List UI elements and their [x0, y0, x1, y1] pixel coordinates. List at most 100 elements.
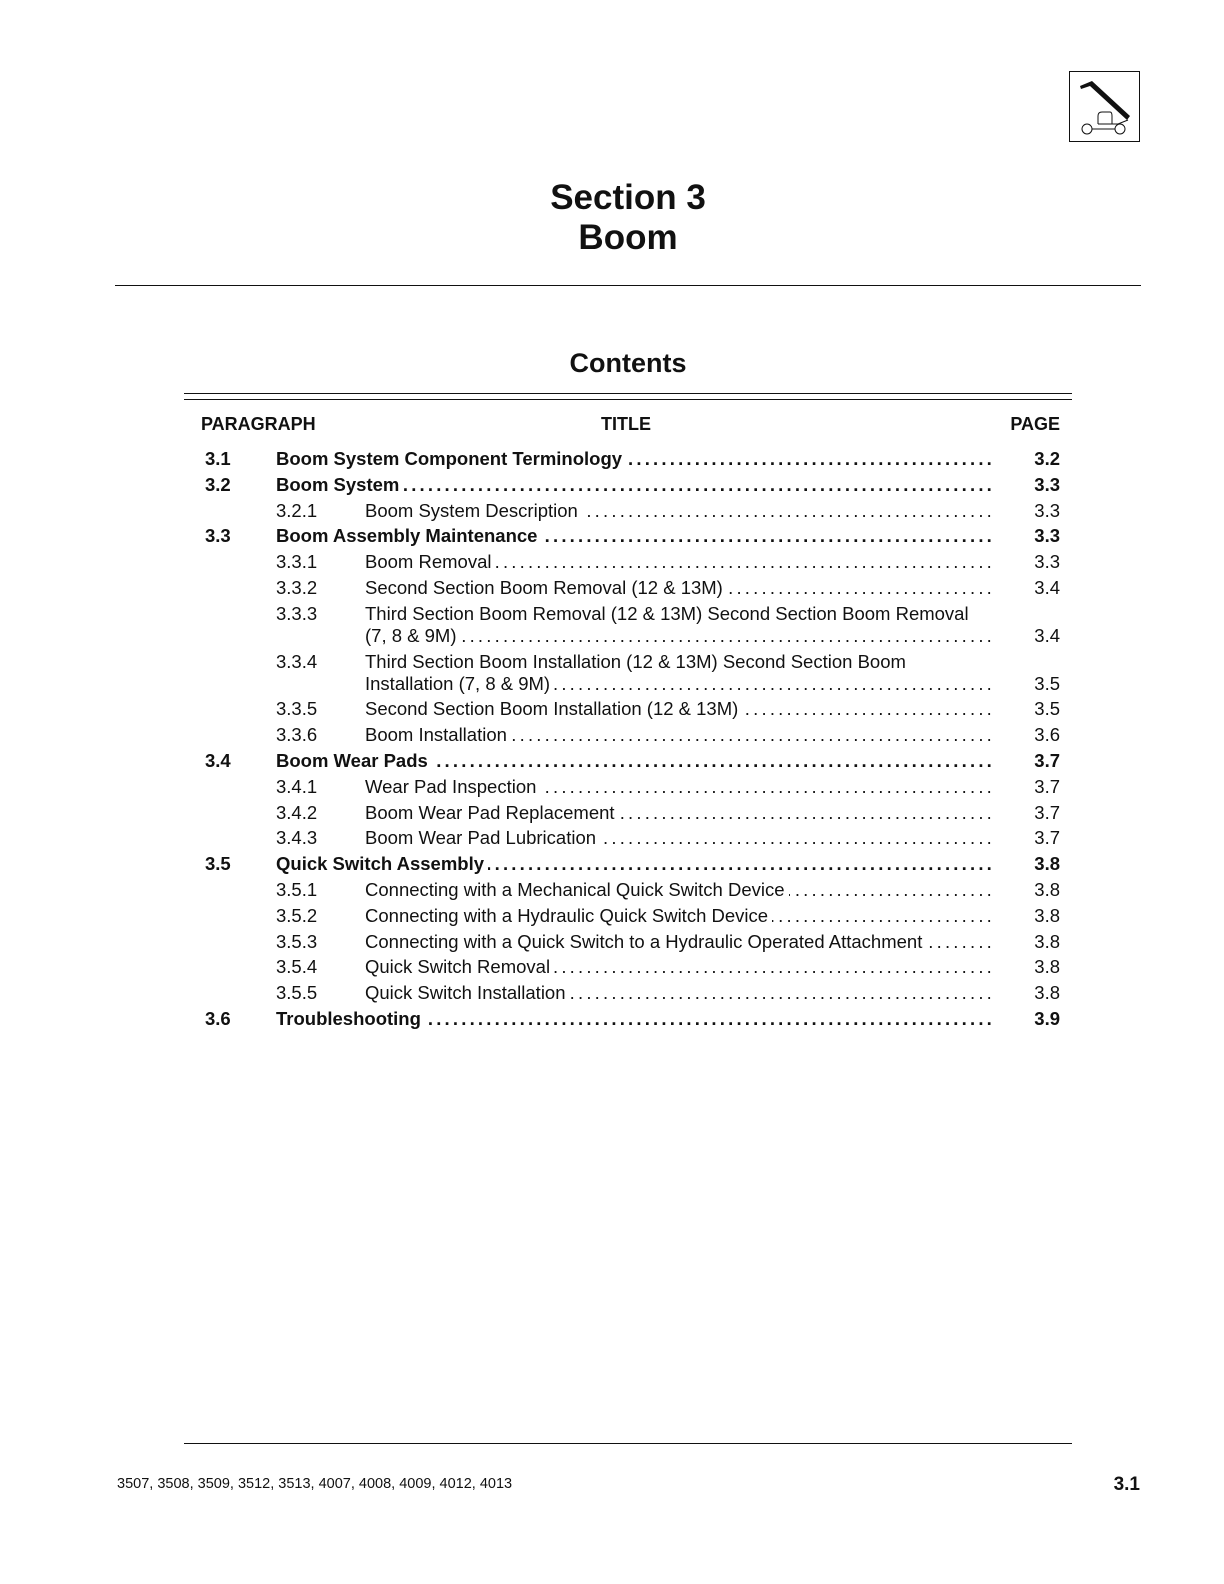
toc-entry[interactable]: 3.6 Troubleshooting......................…: [0, 1008, 1224, 1030]
toc-page-number[interactable]: 3.9: [1034, 1007, 1060, 1029]
divider: [184, 393, 1072, 394]
toc-title[interactable]: Third Section Boom Removal (12 & 13M) Se…: [365, 602, 969, 646]
toc-title[interactable]: Second Section Boom Removal (12 & 13M): [365, 576, 723, 598]
divider: [184, 1443, 1072, 1444]
toc-entry[interactable]: 3.5.5 Quick Switch Installation..........…: [0, 982, 1224, 1004]
toc-entry[interactable]: 3.3.4 Third Section Boom Installation (12…: [0, 651, 1224, 695]
toc-page-number[interactable]: 3.2: [1034, 448, 1060, 469]
toc-entry[interactable]: 3.3 Boom Assembly Maintenance............…: [0, 525, 1224, 547]
toc-title[interactable]: Boom Wear Pads: [276, 749, 428, 771]
column-header-title: TITLE: [601, 414, 651, 434]
dot-leader: ........................................…: [618, 801, 995, 823]
toc-page-number[interactable]: 3.7: [1034, 801, 1060, 823]
toc-paragraph-number: 3.5: [205, 853, 231, 875]
toc-title[interactable]: Quick Switch Installation: [365, 982, 566, 1004]
section-name: Boom: [578, 218, 678, 257]
toc-page-number[interactable]: 3.8: [1034, 982, 1060, 1004]
toc-paragraph-number: 3.3.4: [276, 650, 318, 672]
toc-page-number[interactable]: 3.3: [1034, 473, 1060, 495]
divider: [115, 285, 1141, 286]
toc-title[interactable]: Second Section Boom Installation (12 & 1…: [365, 698, 739, 720]
toc-entry[interactable]: 3.5 Quick Switch Assembly................…: [0, 853, 1224, 875]
toc-page-number[interactable]: 3.3: [1034, 551, 1060, 573]
telehandler-boom-icon: [1069, 71, 1140, 142]
toc-paragraph-number: 3.2.1: [276, 499, 318, 521]
toc-page-number[interactable]: 3.3: [1034, 525, 1060, 547]
toc-page-number[interactable]: 3.5: [1034, 672, 1060, 694]
toc-entry[interactable]: 3.4.2 Boom Wear Pad Replacement..........…: [0, 802, 1224, 824]
toc-page-number[interactable]: 3.5: [1034, 698, 1060, 720]
toc-paragraph-number: 3.5.3: [276, 930, 318, 952]
dot-leader: ........................................…: [569, 982, 995, 1004]
footer-page-number: 3.1: [1113, 1474, 1140, 1495]
toc-page-number[interactable]: 3.8: [1034, 878, 1060, 900]
toc-title[interactable]: Connecting with a Mechanical Quick Switc…: [365, 878, 785, 900]
toc-entry[interactable]: 3.2.1 Boom System Description............…: [0, 500, 1224, 522]
dot-leader: ........................................…: [541, 525, 995, 547]
toc-entry[interactable]: 3.5.2 Connecting with a Hydraulic Quick S…: [0, 905, 1224, 927]
toc-page-number[interactable]: 3.8: [1034, 904, 1060, 926]
column-header-page: PAGE: [1010, 414, 1060, 434]
toc-title[interactable]: Boom Assembly Maintenance: [276, 525, 538, 547]
toc-title[interactable]: Boom System Description: [365, 499, 578, 521]
toc-title[interactable]: Troubleshooting: [276, 1007, 421, 1029]
section-number: Section 3: [550, 178, 706, 217]
dot-leader: ........................................…: [626, 448, 995, 469]
dot-leader: ........................................…: [581, 499, 995, 521]
dot-leader: ........................................…: [600, 827, 995, 849]
toc-title[interactable]: Boom System Component Terminology: [276, 448, 623, 469]
dot-leader: ........................................…: [425, 1007, 995, 1029]
dot-leader: ........................................…: [788, 878, 995, 900]
toc-paragraph-number: 3.1: [205, 448, 231, 469]
toc-page-number[interactable]: 3.8: [1034, 956, 1060, 978]
dot-leader: ........................................…: [554, 956, 995, 978]
toc-entry[interactable]: 3.5.4 Quick Switch Removal...............…: [0, 956, 1224, 978]
toc-entry[interactable]: 3.3.6 Boom Installation..................…: [0, 724, 1224, 746]
toc-entry[interactable]: 3.3.1 Boom Removal.......................…: [0, 551, 1224, 573]
toc-entry[interactable]: 3.5.1 Connecting with a Mechanical Quick …: [0, 879, 1224, 901]
toc-page-number[interactable]: 3.4: [1034, 576, 1060, 598]
toc-paragraph-number: 3.4.2: [276, 801, 318, 823]
dot-leader: ........................................…: [488, 853, 995, 875]
toc-title[interactable]: Connecting with a Hydraulic Quick Switch…: [365, 904, 769, 926]
divider: [184, 399, 1072, 400]
toc-entry[interactable]: 3.3.5 Second Section Boom Installation (1…: [0, 698, 1224, 720]
toc-title[interactable]: Boom System: [276, 473, 400, 495]
toc-title[interactable]: Third Section Boom Installation (12 & 13…: [365, 650, 906, 694]
toc-page-number[interactable]: 3.3: [1034, 499, 1060, 521]
toc-title[interactable]: Quick Switch Removal: [365, 956, 551, 978]
toc-title[interactable]: Boom Removal: [365, 551, 492, 573]
toc-paragraph-number: 3.5.4: [276, 956, 318, 978]
toc-page-number[interactable]: 3.6: [1034, 724, 1060, 746]
toc-title[interactable]: Quick Switch Assembly: [276, 853, 485, 875]
toc-title[interactable]: Boom Wear Pad Replacement: [365, 801, 615, 823]
toc-title[interactable]: Boom Wear Pad Lubrication: [365, 827, 597, 849]
toc-entry[interactable]: 3.2 Boom System..........................…: [0, 474, 1224, 496]
toc-entry[interactable]: 3.4 Boom Wear Pads.......................…: [0, 750, 1224, 772]
toc-entry[interactable]: 3.1 Boom System Component Terminology....…: [0, 448, 1224, 470]
toc-entry[interactable]: 3.3.3 Third Section Boom Removal (12 & 13…: [0, 603, 1224, 647]
toc-paragraph-number: 3.5.2: [276, 904, 318, 926]
toc-entry[interactable]: 3.4.3 Boom Wear Pad Lubrication..........…: [0, 827, 1224, 849]
toc-paragraph-number: 3.2: [205, 473, 231, 495]
toc-entry[interactable]: 3.4.1 Wear Pad Inspection................…: [0, 776, 1224, 798]
toc-title[interactable]: Wear Pad Inspection: [365, 775, 537, 797]
toc-page-number[interactable]: 3.7: [1034, 827, 1060, 849]
toc-page-number[interactable]: 3.7: [1034, 749, 1060, 771]
toc-paragraph-number: 3.5.5: [276, 982, 318, 1004]
toc-paragraph-number: 3.4: [205, 749, 231, 771]
toc-page-number[interactable]: 3.8: [1034, 853, 1060, 875]
toc-entry[interactable]: 3.3.2 Second Section Boom Removal (12 & 1…: [0, 577, 1224, 599]
toc-paragraph-number: 3.3.6: [276, 724, 318, 746]
section-title: Section 3 Boom: [0, 178, 1224, 258]
toc-entry[interactable]: 3.5.3 Connecting with a Quick Switch to a…: [0, 931, 1224, 953]
toc-page-number[interactable]: 3.4: [1034, 624, 1060, 646]
dot-leader: ........................................…: [403, 473, 995, 495]
toc-paragraph-number: 3.4.1: [276, 775, 318, 797]
dot-leader: ........................................…: [926, 930, 995, 952]
toc-page-number[interactable]: 3.8: [1034, 930, 1060, 952]
toc-page-number[interactable]: 3.7: [1034, 775, 1060, 797]
toc-title[interactable]: Connecting with a Quick Switch to a Hydr…: [365, 930, 923, 952]
toc-title[interactable]: Boom Installation: [365, 724, 507, 746]
dot-leader: ........................................…: [495, 551, 995, 573]
